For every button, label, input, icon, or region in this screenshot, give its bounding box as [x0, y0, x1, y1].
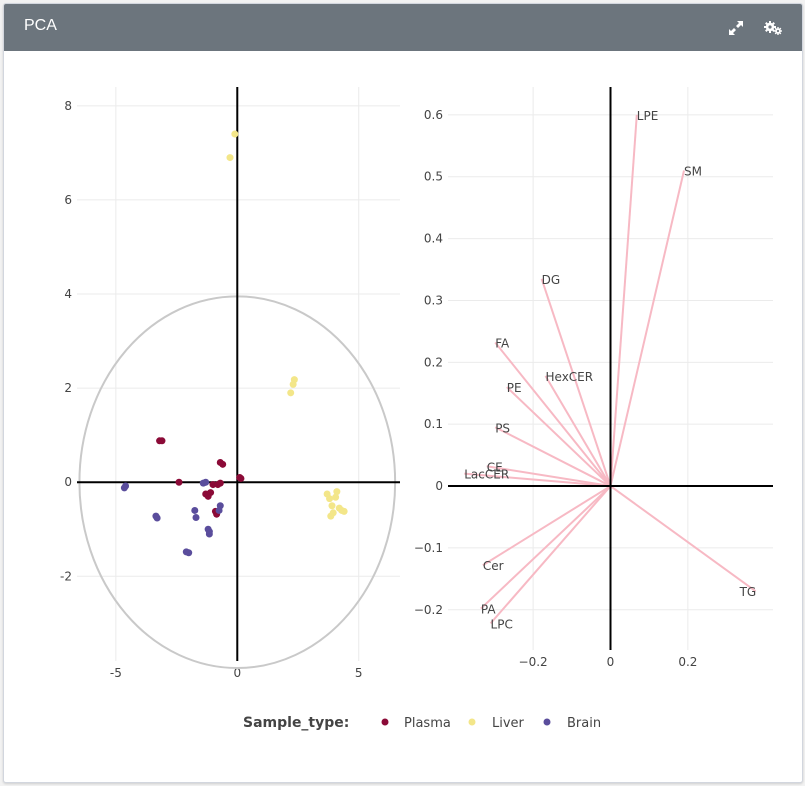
point-brain [202, 478, 210, 486]
point-liver [340, 507, 348, 515]
loadings-ytick-label: 0.4 [424, 232, 443, 246]
scores-plot: -5 0 5 -2 0 2 4 6 8 [60, 87, 400, 680]
legend-label-plasma: Plasma [404, 716, 451, 731]
point-plasma [216, 479, 224, 487]
loading-label-ps: PS [495, 421, 510, 435]
point-liver [287, 389, 295, 397]
point-brain [185, 549, 193, 557]
scores-xtick-label: 5 [355, 666, 363, 680]
point-liver [226, 154, 234, 162]
scores-ytick-label: 8 [64, 99, 72, 113]
loading-label-tg: TG [739, 585, 757, 599]
loading-vector-sm [609, 170, 685, 487]
loadings-ytick-label: −0.1 [414, 541, 443, 555]
legend-item-brain[interactable]: Brain [543, 716, 602, 731]
loadings-ytick-label: 0.2 [424, 355, 443, 369]
scores-ytick-label: 6 [64, 193, 72, 207]
loading-vector-ps [494, 426, 611, 487]
loading-vector-lpe [609, 114, 638, 487]
loading-vector-hexcer [544, 375, 612, 487]
loading-label-pe: PE [507, 381, 522, 395]
loading-label-hexcer: HexCER [546, 370, 594, 384]
scores-xtick-label: 0 [233, 666, 241, 680]
loadings-ytick-label: 0 [435, 479, 443, 493]
point-plasma [237, 474, 245, 482]
loading-label-lpe: LPE [637, 109, 659, 123]
legend-marker-liver [468, 718, 476, 726]
pca-card: PCA [3, 3, 803, 783]
loadings-ytick-label: −0.2 [414, 603, 443, 617]
loadings-ytick-label: 0.6 [424, 108, 443, 122]
legend-label-liver: Liver [492, 716, 525, 731]
point-liver [328, 502, 336, 510]
legend-marker-plasma [381, 718, 389, 726]
loadings-xtick-label: 0.2 [678, 655, 697, 669]
legend-label-brain: Brain [567, 716, 601, 731]
point-brain [215, 506, 223, 514]
gears-icon[interactable] [762, 18, 782, 38]
point-plasma [175, 478, 183, 486]
loading-label-fa: FA [495, 337, 510, 351]
loading-label-dg: DG [542, 273, 561, 287]
legend-title: Sample_type: [243, 715, 349, 731]
loading-vector-cer [482, 485, 612, 567]
loadings-xtick-label: 0 [607, 655, 615, 669]
expand-icon[interactable] [726, 18, 746, 38]
loading-label-pa: PA [481, 603, 496, 617]
point-plasma [209, 481, 217, 489]
point-brain [120, 484, 128, 492]
loadings-ytick-label: 0.1 [424, 417, 443, 431]
point-liver [289, 380, 297, 388]
point-liver [332, 493, 340, 501]
point-brain [153, 514, 161, 522]
point-plasma [158, 437, 166, 445]
legend: Sample_type: Plasma Liver Brain [243, 715, 601, 731]
scores-ytick-label: -2 [60, 569, 72, 583]
loading-vector-pe [506, 386, 612, 487]
legend-item-liver[interactable]: Liver [468, 716, 525, 731]
loading-label-ce: CE [487, 460, 503, 474]
point-plasma [207, 489, 215, 497]
loading-vector-fa [494, 341, 612, 487]
legend-item-plasma[interactable]: Plasma [381, 716, 451, 731]
legend-marker-brain [543, 718, 551, 726]
point-liver [326, 495, 334, 503]
point-liver [333, 488, 341, 496]
scores-ytick-label: 2 [64, 381, 72, 395]
point-plasma [219, 460, 227, 468]
loadings-plot: −0.2 0 0.2 −0.2 −0.1 0 0.1 0.2 0.3 0.4 0.5 0.6 LPE SM… [414, 87, 773, 669]
point-brain [192, 514, 200, 521]
loading-label-lpc: LPC [491, 617, 513, 631]
point-liver [231, 130, 239, 138]
loading-vector-dg [540, 278, 612, 487]
loading-vector-laccer [464, 472, 611, 488]
scores-ytick-label: 0 [64, 475, 72, 489]
loading-vector-tg [609, 485, 757, 593]
point-liver [327, 512, 335, 520]
point-brain [205, 528, 213, 536]
loading-vector-lpc [489, 485, 612, 625]
loading-label-laccer: LacCER [464, 468, 509, 482]
loading-vector-ce [486, 465, 611, 488]
point-brain [191, 506, 199, 514]
loadings-ytick-label: 0.5 [424, 170, 443, 184]
scores-ytick-label: 4 [64, 287, 72, 301]
loading-label-sm: SM [684, 165, 702, 179]
loading-label-cer: Cer [483, 559, 504, 573]
card-header: PCA [4, 4, 802, 51]
scores-xtick-label: -5 [110, 666, 122, 680]
card-title: PCA [24, 17, 57, 34]
loading-vector-pa [480, 485, 612, 610]
loadings-ytick-label: 0.3 [424, 293, 443, 307]
loadings-xtick-label: −0.2 [519, 655, 548, 669]
